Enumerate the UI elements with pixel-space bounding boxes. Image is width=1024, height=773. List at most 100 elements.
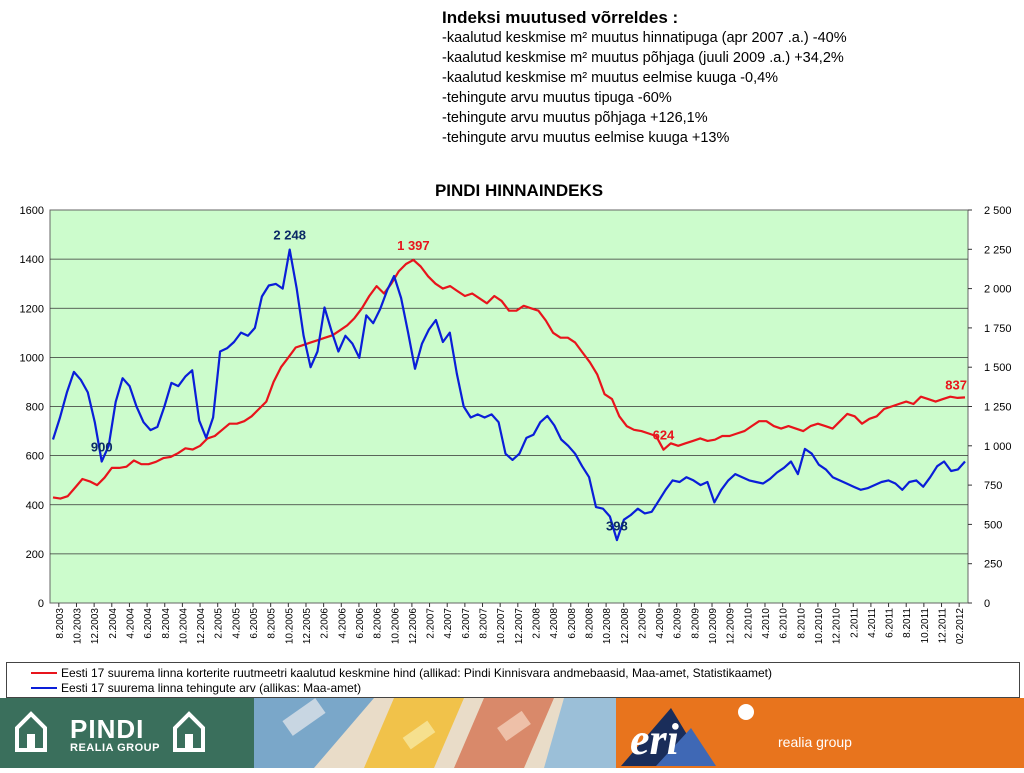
x-tick-label: 4.2005 xyxy=(231,608,242,639)
x-tick-label: 6.2006 xyxy=(355,608,366,639)
footer-banner: PINDI REALIA GROUP eri realia group xyxy=(0,698,1024,768)
right-tick-label: 0 xyxy=(984,598,990,610)
x-tick-label: 8.2010 xyxy=(796,608,807,639)
price-index-chart: PINDI HINNAINDEKS 0 200 400 600 800 1000 1200 1… xyxy=(20,181,1012,644)
x-tick-label: 10.2009 xyxy=(708,608,719,645)
x-tick-label: 4.2007 xyxy=(443,608,454,639)
left-tick-label: 400 xyxy=(26,500,44,512)
data-label: 837 xyxy=(945,377,967,392)
x-tick-label: 12.2005 xyxy=(302,608,313,645)
x-tick-label: 4.2011 xyxy=(867,608,878,638)
legend-label-transactions: Eesti 17 suurema linna tehingute arv (al… xyxy=(61,681,362,695)
right-axis-ticks: 0 250 500 750 1 000 1 250 1 500 1 750 2 000 2 250… xyxy=(968,205,1012,610)
data-label: 398 xyxy=(606,518,628,533)
notes-line: -kaalutud keskmise m² muutus hinnatipuga… xyxy=(442,30,847,46)
right-tick-label: 1 500 xyxy=(984,362,1012,374)
x-tick-label: 12.2007 xyxy=(514,608,525,645)
x-tick-label: 6.2011 xyxy=(885,608,896,638)
left-tick-label: 1000 xyxy=(20,352,44,364)
x-tick-label: 12.2009 xyxy=(726,608,737,645)
left-tick-label: 1400 xyxy=(20,254,44,266)
notes-heading: Indeksi muutused võrreldes : xyxy=(442,8,679,27)
gridlines xyxy=(50,258,968,555)
x-axis-ticks: 8.2003 10.2003 12.2003 2.2004 4.2004 6.2004 8.… xyxy=(55,603,966,644)
data-label: 1 397 xyxy=(397,238,430,253)
index-changes-notes: Indeksi muutused võrreldes : -kaalutud k… xyxy=(442,8,1017,148)
city-map-graphic xyxy=(254,698,616,768)
eri-sub: realia group xyxy=(778,734,852,750)
legend-item-transactions: Eesti 17 suurema linna tehingute arv (al… xyxy=(31,681,362,695)
right-tick-label: 250 xyxy=(984,559,1002,571)
right-tick-label: 2 000 xyxy=(984,284,1012,296)
eri-logo-block: eri xyxy=(616,698,1024,768)
data-label: 624 xyxy=(653,428,675,443)
x-tick-label: 4.2006 xyxy=(337,608,348,639)
x-tick-label: 12.2010 xyxy=(832,608,843,645)
notes-line: -kaalutud keskmise m² muutus eelmise kuu… xyxy=(442,70,779,86)
legend-label-price: Eesti 17 suurema linna korterite ruutmee… xyxy=(61,666,773,680)
pindi-sub: REALIA GROUP xyxy=(70,742,160,754)
x-tick-label: 6.2005 xyxy=(249,608,260,639)
x-tick-label: 4.2010 xyxy=(761,608,772,639)
data-label: 2 248 xyxy=(273,228,306,243)
right-tick-label: 500 xyxy=(984,519,1002,531)
svg-text:eri: eri xyxy=(630,715,680,764)
x-tick-label: 4.2009 xyxy=(655,608,666,639)
series-lines xyxy=(51,248,966,542)
x-tick-label: 2.2011 xyxy=(849,608,860,638)
x-tick-label: 12.2008 xyxy=(620,608,631,645)
x-tick-label: 8.2005 xyxy=(267,608,278,639)
notes-line: -tehingute arvu muutus tipuga -60% xyxy=(442,90,672,106)
x-tick-label: 10.2011 xyxy=(920,608,931,644)
x-tick-label: 2.2009 xyxy=(637,608,648,639)
house-icon xyxy=(173,711,205,752)
x-tick-label: 8.2011 xyxy=(902,608,913,638)
x-tick-label: 8.2006 xyxy=(373,608,384,639)
x-tick-label: 12.2004 xyxy=(196,608,207,645)
x-tick-label: 4.2004 xyxy=(125,608,136,639)
x-tick-label: 6.2008 xyxy=(567,608,578,639)
x-tick-label: 6.2004 xyxy=(143,608,154,639)
x-tick-label: 6.2007 xyxy=(461,608,472,639)
x-tick-label: 8.2003 xyxy=(55,608,66,639)
data-labels: 1 397 624 837 2 248 398 900 xyxy=(91,228,967,534)
house-icon xyxy=(15,711,47,752)
x-tick-label: 12.2003 xyxy=(90,608,101,645)
left-tick-label: 200 xyxy=(26,549,44,561)
left-tick-label: 1200 xyxy=(20,303,44,315)
right-tick-label: 2 500 xyxy=(984,205,1012,217)
transactions-series-line xyxy=(51,248,966,542)
x-tick-label: 02.2012 xyxy=(955,608,966,645)
x-tick-label: 8.2007 xyxy=(479,608,490,639)
x-tick-label: 10.2006 xyxy=(390,608,401,645)
right-tick-label: 2 250 xyxy=(984,244,1012,256)
chart-legend: Eesti 17 suurema linna korterite ruutmee… xyxy=(6,662,1020,698)
city-map-image xyxy=(254,698,616,768)
left-tick-label: 800 xyxy=(26,402,44,414)
x-tick-label: 2.2008 xyxy=(531,608,542,639)
x-tick-label: 12.2006 xyxy=(408,608,419,645)
x-tick-label: 10.2004 xyxy=(178,608,189,645)
x-tick-label: 12.2011 xyxy=(938,608,949,644)
notes-line: -tehingute arvu muutus eelmise kuuga +13… xyxy=(442,130,730,146)
left-tick-label: 0 xyxy=(38,598,44,610)
notes-line: -tehingute arvu muutus põhjaga +126,1% xyxy=(442,110,708,126)
x-tick-label: 2.2010 xyxy=(743,608,754,639)
data-label: 900 xyxy=(91,440,113,455)
notes-line: -kaalutud keskmise m² muutus põhjaga (ju… xyxy=(442,50,844,66)
right-tick-label: 1 250 xyxy=(984,402,1012,414)
legend-item-price: Eesti 17 suurema linna korterite ruutmee… xyxy=(31,666,773,680)
pindi-logo-block: PINDI REALIA GROUP xyxy=(0,698,254,768)
left-tick-label: 600 xyxy=(26,451,44,463)
eri-logo-graphic: eri xyxy=(621,704,754,766)
x-tick-label: 10.2003 xyxy=(72,608,83,645)
x-tick-label: 2.2006 xyxy=(320,608,331,639)
right-tick-label: 1 750 xyxy=(984,323,1012,335)
x-tick-label: 6.2010 xyxy=(779,608,790,639)
left-axis-ticks: 0 200 400 600 800 1000 1200 1400 1600 xyxy=(20,205,44,610)
left-tick-label: 1600 xyxy=(20,205,44,217)
x-tick-label: 4.2008 xyxy=(549,608,560,639)
price-series-line xyxy=(52,258,966,500)
pindi-brand: PINDI xyxy=(70,714,145,744)
x-tick-label: 8.2009 xyxy=(690,608,701,639)
